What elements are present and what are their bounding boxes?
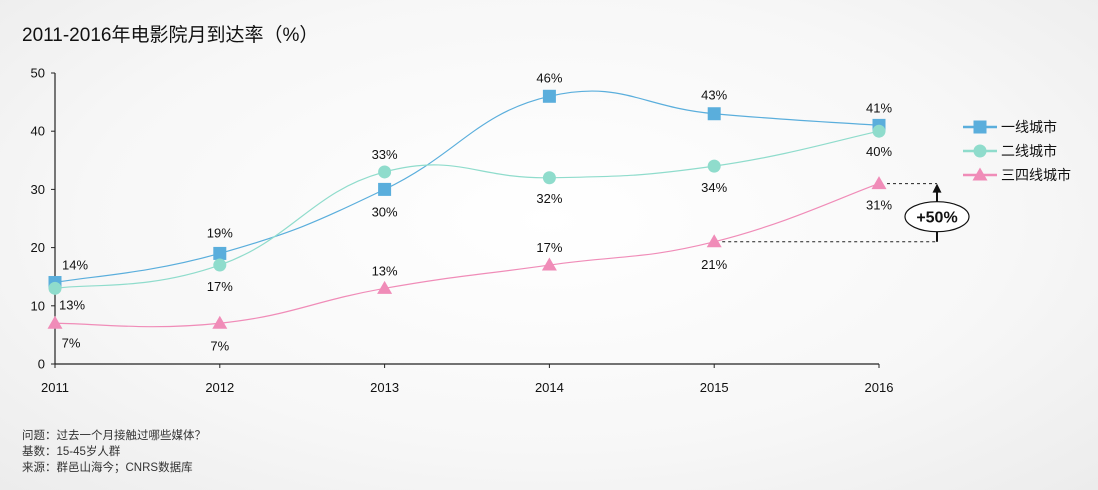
data-point: [707, 107, 721, 121]
data-point: [48, 281, 62, 295]
data-label: 7%: [62, 335, 81, 350]
data-label: 17%: [207, 279, 233, 294]
legend-label: 二线城市: [1001, 143, 1057, 159]
x-tick-label: 2012: [205, 380, 234, 395]
data-point: [707, 159, 721, 173]
data-labels: 14% 19% 30% 46% 43% 41% 13% 17% 33% 32% 34% 40% 7% 7%…: [59, 70, 892, 353]
data-label: 33%: [372, 147, 398, 162]
data-label: 13%: [59, 297, 85, 312]
data-label: 43%: [701, 88, 727, 103]
series-lines: [54, 90, 880, 328]
data-point: [378, 165, 392, 179]
data-point: [378, 182, 392, 196]
data-point: [212, 315, 228, 329]
y-tick-label: 50: [31, 66, 45, 81]
data-point: [213, 246, 227, 260]
legend-marker: [973, 120, 987, 134]
data-label: 40%: [866, 144, 892, 159]
data-label: 41%: [866, 100, 892, 115]
legend-marker: [973, 144, 987, 158]
data-label: 13%: [372, 263, 398, 278]
x-tick-label: 2016: [865, 380, 894, 395]
data-label: 46%: [536, 70, 562, 85]
data-point: [871, 176, 887, 190]
data-point: [706, 234, 722, 248]
series-markers: [47, 89, 887, 329]
annotation-text: +50%: [916, 210, 957, 227]
legend-marker: [972, 167, 988, 181]
data-label: 7%: [210, 338, 229, 353]
data-point: [542, 89, 556, 103]
x-tick-label: 2011: [41, 380, 69, 395]
x-tick-label: 2014: [535, 380, 564, 395]
data-point: [47, 315, 63, 329]
chart-title: 2011-2016年电影院月到达率（%）: [22, 25, 319, 46]
data-label: 14%: [62, 258, 88, 273]
y-tick-label: 0: [38, 357, 45, 372]
series-line-2: [54, 130, 880, 289]
data-point: [541, 257, 557, 271]
footnotes: 问题：过去一个月接触过哪些媒体？ 基数：15-45岁人群 来源：群邑山海今；CN…: [22, 428, 206, 476]
data-label: 21%: [701, 257, 727, 272]
x-tick-label: 2013: [370, 380, 399, 395]
x-tick-label: 2015: [700, 380, 729, 395]
y-tick-label: 40: [31, 124, 45, 139]
axes: 0 10 20 30 40 50 2011 2012 2013 2014 2015 2016: [31, 66, 894, 396]
data-label: 19%: [207, 225, 233, 240]
y-tick-label: 20: [31, 240, 45, 255]
footnote-question: 问题：过去一个月接触过哪些媒体？: [22, 430, 206, 442]
series-line-3: [54, 183, 880, 328]
footnote-base: 基数：15-45岁人群: [22, 446, 121, 458]
data-label: 32%: [536, 191, 562, 206]
data-label: 30%: [372, 204, 398, 219]
footnote-source: 来源：群邑山海今；CNRS数据库: [22, 462, 193, 474]
growth-annotation: +50%: [722, 183, 970, 243]
y-tick-label: 30: [31, 182, 45, 197]
annotation-bubble: [904, 201, 970, 233]
data-point: [872, 124, 886, 138]
data-point: [377, 280, 393, 294]
series-line-1: [54, 90, 880, 284]
data-point: [542, 171, 556, 185]
legend-label: 一线城市: [1001, 119, 1057, 135]
data-label: 31%: [866, 198, 892, 213]
annotation-arrow-head: [932, 183, 942, 193]
data-point: [213, 258, 227, 272]
data-label: 34%: [701, 180, 727, 195]
legend-label: 三四线城市: [1001, 167, 1071, 183]
y-tick-label: 10: [31, 298, 45, 313]
data-label: 17%: [536, 240, 562, 255]
